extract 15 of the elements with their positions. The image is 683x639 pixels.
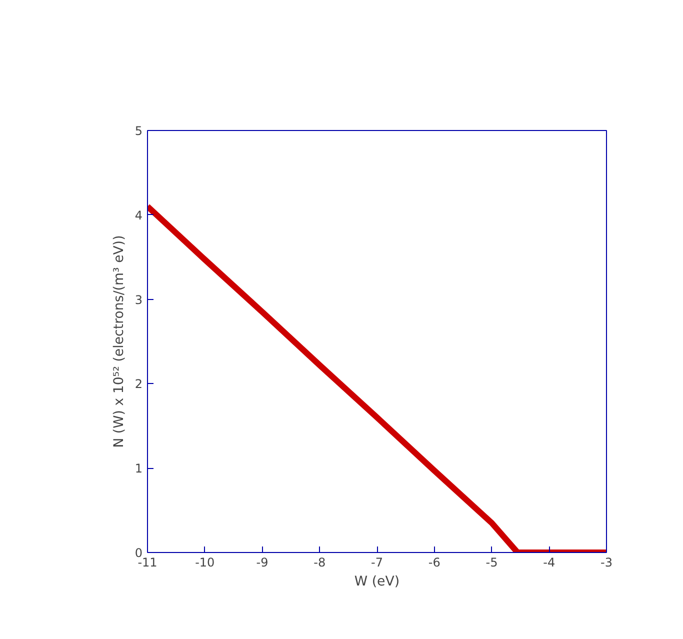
y-tick-label: 3	[134, 292, 143, 307]
y-tick-label: 4	[134, 208, 143, 222]
x-tick-label: -3	[600, 556, 612, 570]
y-tick-label: 2	[134, 377, 143, 392]
x-axis-title: W (eV)	[354, 574, 400, 590]
y-tick-label: 1	[134, 462, 143, 476]
x-tick-label: -10	[195, 556, 215, 570]
x-tick-label: -6	[428, 556, 440, 570]
x-tick-label: -9	[256, 556, 268, 570]
y-tick-label: 5	[134, 124, 143, 138]
x-tick-label: -8	[314, 556, 326, 570]
y-axis-title: N (W) x 10⁵² (electrons/(m³ eV))	[112, 235, 127, 448]
x-tick-label: -4	[543, 556, 556, 570]
x-tick-label: -5	[486, 556, 498, 570]
x-tick-label: -7	[371, 556, 383, 570]
